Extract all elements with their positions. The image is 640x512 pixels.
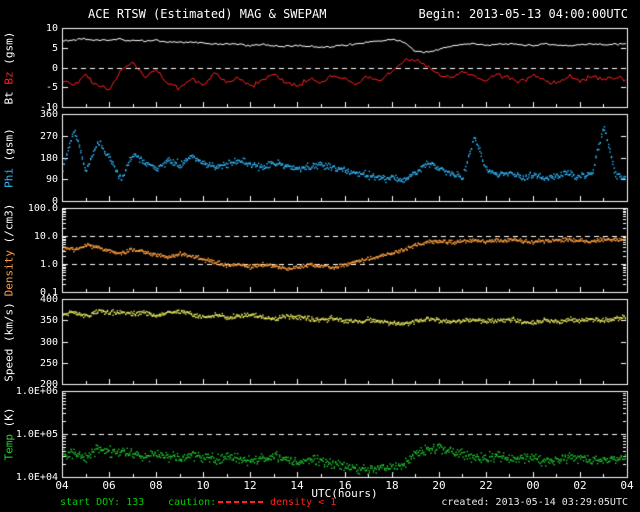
x-tick-5-14: 14 [290,479,304,492]
y-axis-label-part: (K) [2,407,16,434]
y-tick-phi-180: 180 [39,153,58,164]
y-tick-mag-0: 0 [51,63,58,74]
y-tick-phi-360: 360 [39,109,58,120]
y-tick-speed-200: 200 [39,379,58,390]
y-axis-label-mag: Bt Bz (gsm) [3,31,16,104]
y-axis-label-part: Speed [2,348,16,382]
x-axis-label: UTC(hours) [311,487,378,500]
y-tick-speed-300: 300 [39,337,58,348]
plot-begin-time: Begin: 2013-05-13 04:00:00UTC [418,7,628,21]
plot-title: ACE RTSW (Estimated) MAG & SWEPAM [88,7,327,21]
caution-density-marker [218,501,264,503]
y-axis-label-part: Density [2,250,16,297]
y-axis-label-part: (/cm3) [2,203,16,250]
footer-created-time: created: 2013-05-14 03:29:05UTC [441,497,628,508]
y-axis-label-part: Bt [2,84,16,104]
y-tick-phi-0: 0 [51,196,58,207]
x-tick-0-04: 04 [55,479,69,492]
y-axis-label-part: (gsm) [2,127,16,168]
y-axis-label-part: Bz [2,70,16,85]
x-tick-12-04: 04 [620,479,634,492]
y-tick-mag-10: 10 [45,23,58,34]
y-axis-label-part: Temp [2,434,16,461]
y-axis-label-density: Density (/cm3) [3,204,16,297]
y-axis-label-part: (km/s) [2,301,16,349]
y-tick-temp-1.0E+04: 1.0E+04 [15,472,58,483]
y-tick-density-1.0: 1.0 [39,259,58,270]
x-tick-1-06: 06 [102,479,116,492]
y-tick-mag--10: -10 [39,102,58,113]
x-tick-8-20: 20 [432,479,446,492]
x-tick-2-08: 08 [149,479,163,492]
footer-caution-label: caution: [168,497,217,508]
x-tick-11-02: 02 [573,479,587,492]
y-tick-density-0.1: 0.1 [39,287,58,298]
y-tick-speed-400: 400 [39,294,58,305]
y-tick-speed-250: 250 [39,358,58,369]
y-tick-density-100.0: 100.0 [27,203,58,214]
x-tick-9-22: 22 [479,479,493,492]
y-axis-label-temp: Temp (K) [3,408,16,461]
y-tick-temp-1.0E+05: 1.0E+05 [15,429,58,440]
x-tick-3-10: 10 [196,479,210,492]
y-tick-mag-5: 5 [51,43,58,54]
footer-start-doy: start DOY: 133 [60,497,145,508]
y-tick-mag--5: -5 [45,82,58,93]
y-axis-label-part: (gsm) [2,31,16,71]
x-tick-10-00: 00 [526,479,540,492]
y-axis-label-phi: Phi (gsm) [3,128,16,188]
y-tick-phi-270: 270 [39,131,58,142]
y-axis-label-speed: Speed (km/s) [3,302,16,381]
x-tick-7-18: 18 [385,479,399,492]
footer-caution-note: density < 1 [270,497,337,508]
y-tick-speed-350: 350 [39,315,58,326]
y-tick-temp-1.0E+06: 1.0E+06 [15,386,58,397]
x-tick-6-16: 16 [338,479,352,492]
x-tick-4-12: 12 [243,479,257,492]
y-tick-phi-90: 90 [45,174,58,185]
y-tick-density-10.0: 10.0 [33,231,58,242]
y-axis-label-part: Phi [2,167,16,188]
